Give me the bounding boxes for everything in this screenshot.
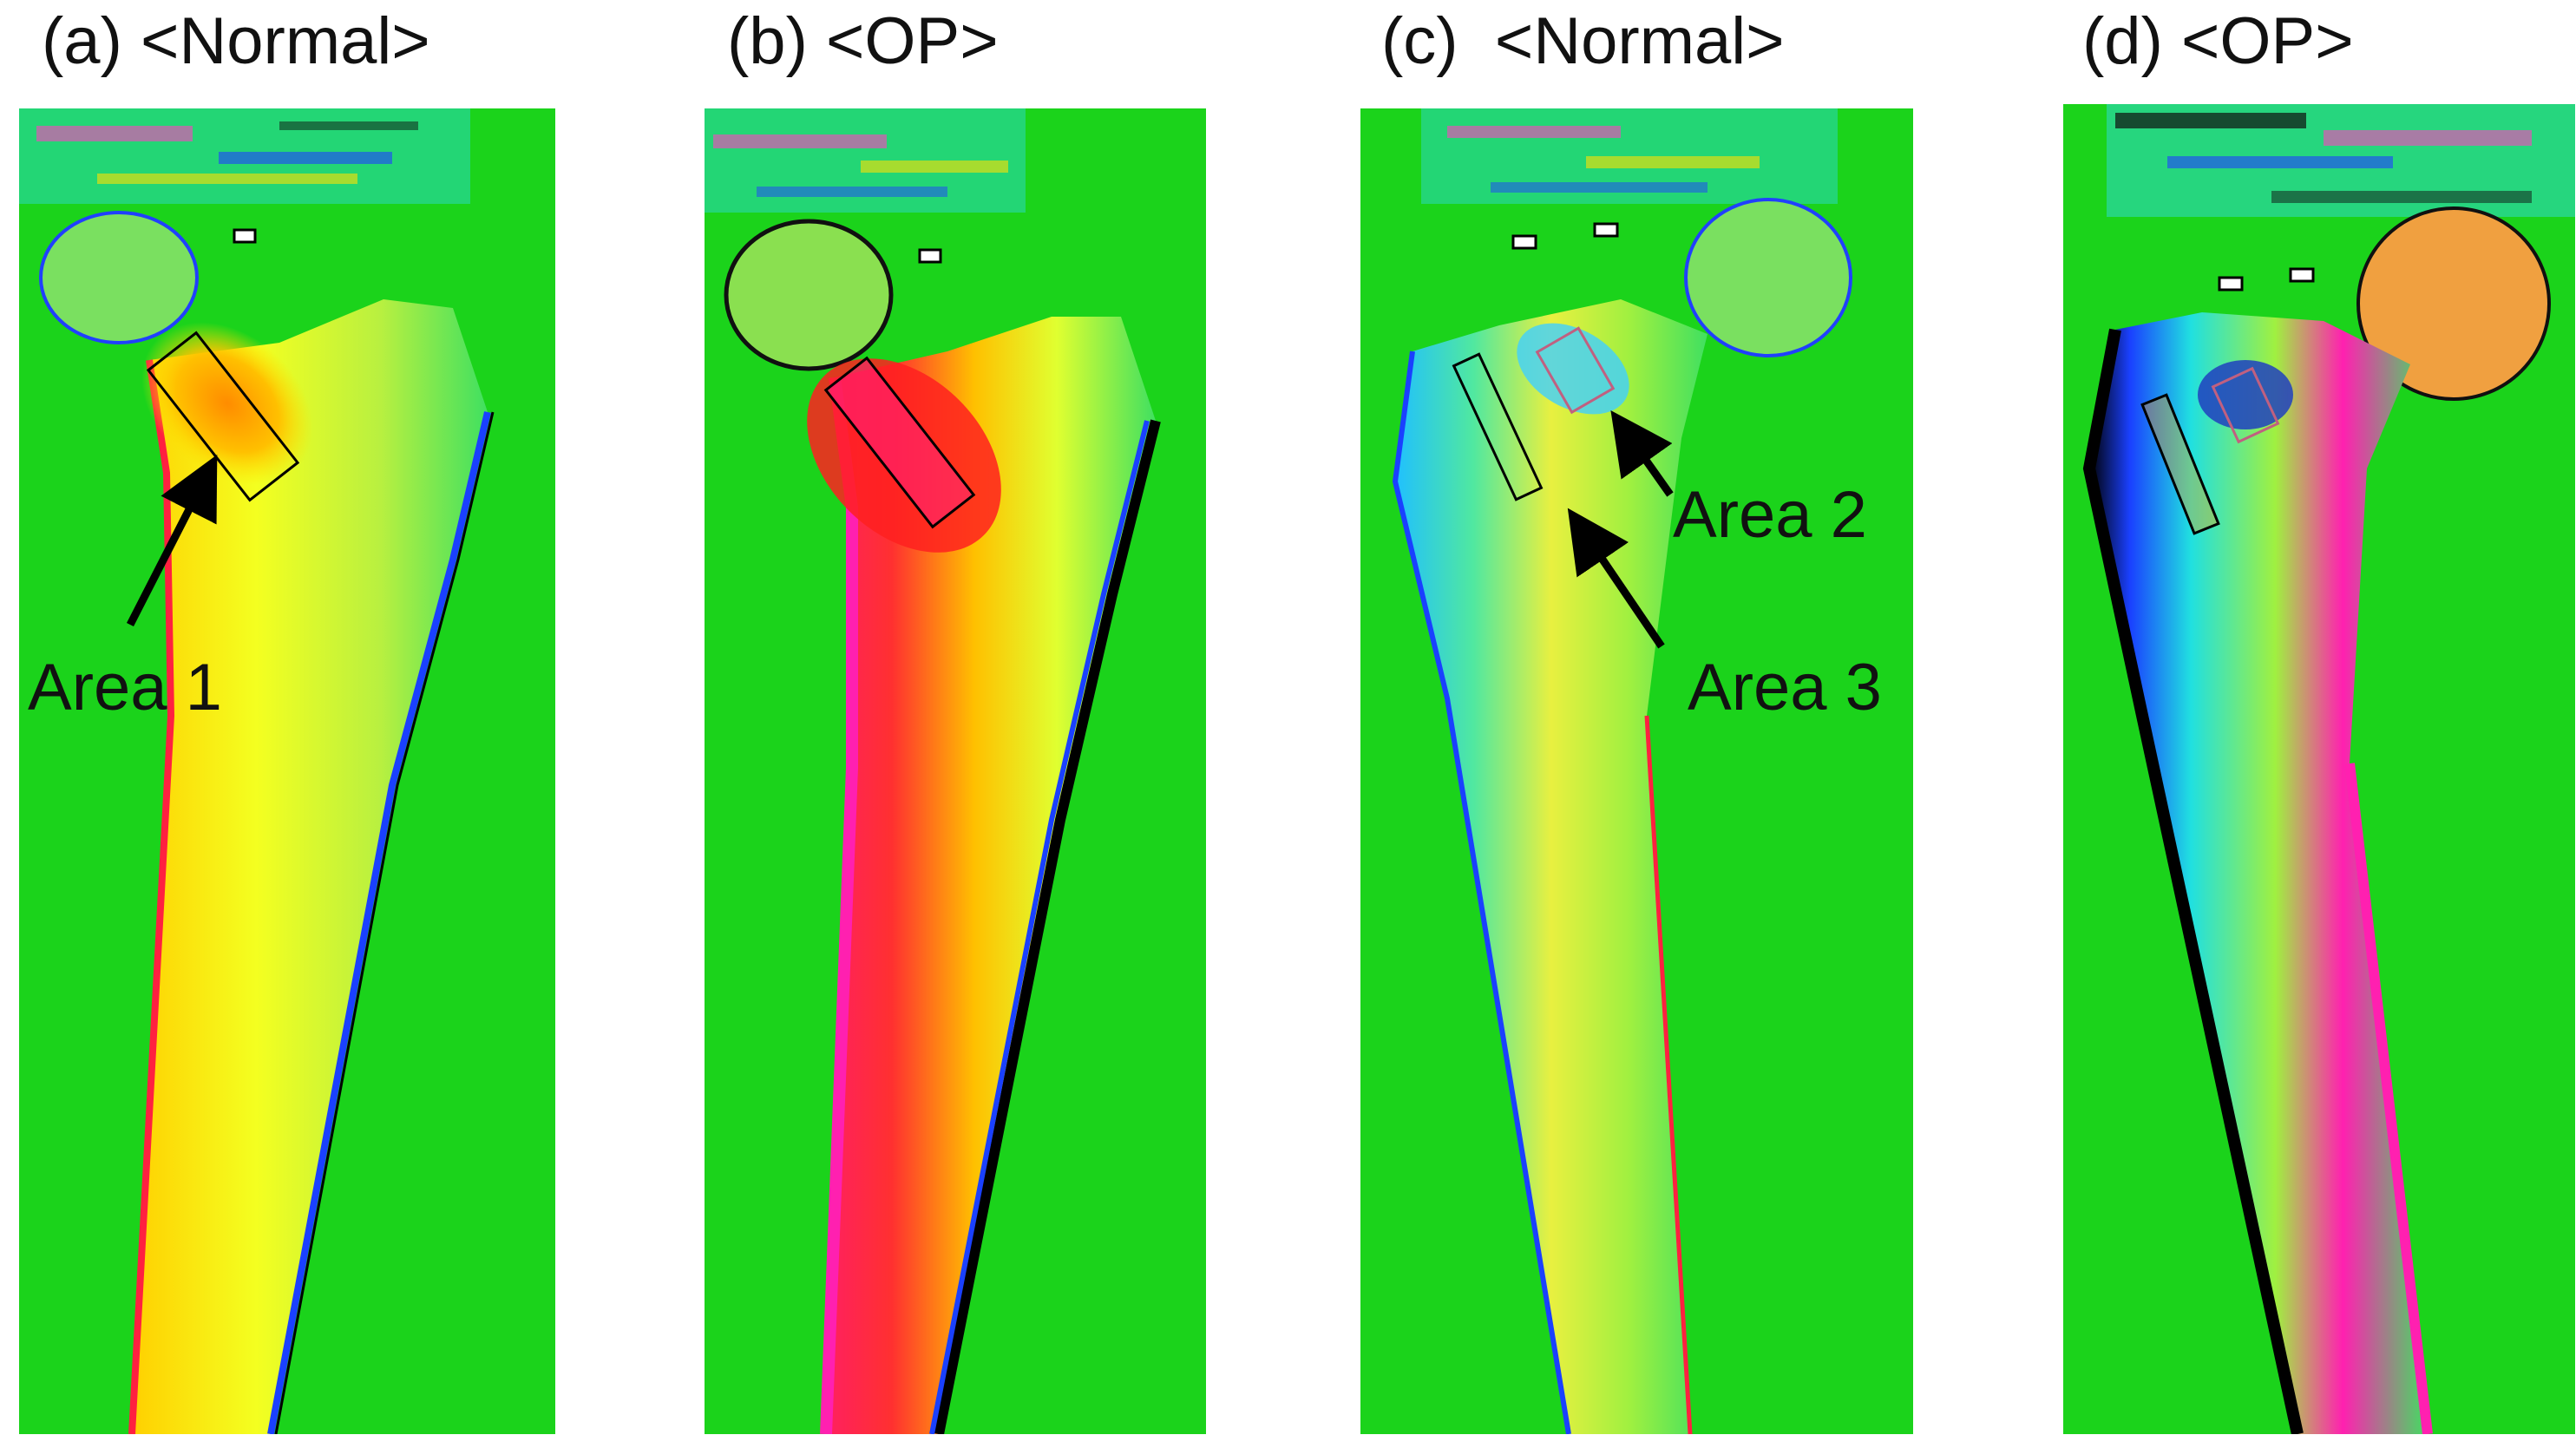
area1-box (146, 331, 300, 502)
area3-box (1452, 352, 1544, 501)
area1-box-b (823, 356, 976, 529)
area2-box-d (2211, 366, 2280, 444)
femur-a-heatmap (19, 108, 555, 1434)
area2-box (1535, 326, 1616, 415)
marker-b (918, 248, 942, 264)
panel-b-image (705, 108, 1206, 1434)
femur-d-heatmap (2063, 104, 2575, 1434)
panel-c-image (1360, 108, 1913, 1434)
area2-label: Area 2 (1673, 478, 1867, 552)
panel-b-title: (b) <OP> (727, 4, 999, 78)
panel-c-title: (c) <Normal> (1381, 4, 1785, 78)
femur-b-heatmap (705, 108, 1206, 1434)
femur-c-heatmap (1360, 108, 1913, 1434)
marker-d1 (2218, 276, 2244, 292)
area1-label: Area 1 (28, 651, 222, 724)
panel-a-image (19, 108, 555, 1434)
area3-box-d (2140, 393, 2220, 535)
marker-c1 (1511, 234, 1537, 250)
marker-d2 (2289, 267, 2315, 283)
panel-a-title: (a) <Normal> (42, 4, 430, 78)
area3-label: Area 3 (1688, 651, 1882, 724)
panel-d-title: (d) <OP> (2082, 4, 2354, 78)
marker-a (233, 228, 257, 244)
marker-c2 (1593, 222, 1619, 238)
panel-d-image (2063, 104, 2575, 1434)
